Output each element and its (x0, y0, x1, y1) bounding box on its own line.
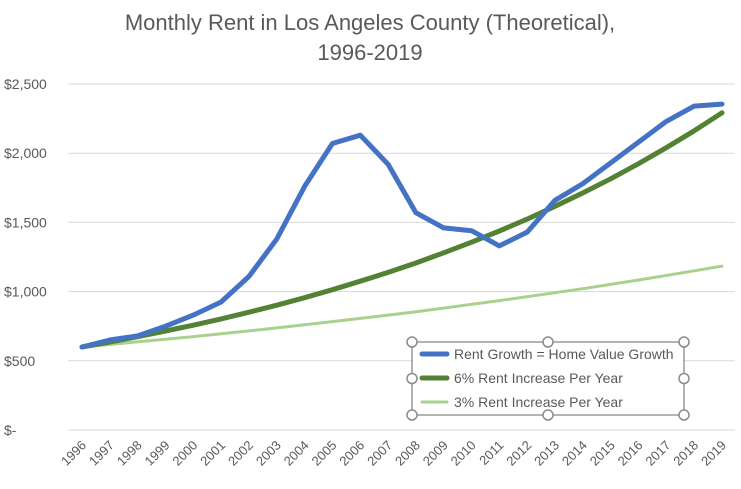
y-axis-tick-labels: $- $500 $1,000 $1,500 $2,000 $2,500 (4, 76, 47, 438)
legend[interactable]: Rent Growth = Home Value Growth 6% Rent I… (407, 337, 689, 420)
x-tick-label: 2011 (476, 438, 506, 468)
x-tick-label: 2015 (587, 438, 618, 469)
chart-title-line-1: Monthly Rent in Los Angeles County (Theo… (125, 10, 615, 35)
x-tick-label: 2001 (197, 438, 228, 469)
series-line-1 (82, 113, 722, 347)
legend-label: Rent Growth = Home Value Growth (454, 346, 674, 362)
resize-handle[interactable] (407, 374, 417, 384)
resize-handle[interactable] (679, 374, 689, 384)
y-tick-label: $500 (4, 353, 35, 369)
y-tick-label: $1,000 (4, 284, 47, 300)
resize-handle[interactable] (679, 337, 689, 347)
x-tick-label: 2013 (531, 438, 562, 469)
resize-handle[interactable] (543, 337, 553, 347)
x-axis-tick-labels: 1996199719981999200020012002200320042005… (58, 438, 729, 469)
x-tick-label: 2009 (420, 438, 451, 469)
x-tick-label: 2006 (336, 438, 367, 469)
y-tick-label: $2,500 (4, 76, 47, 92)
x-tick-label: 2012 (503, 438, 534, 469)
x-tick-label: 2014 (559, 438, 590, 469)
series-line-2 (82, 266, 722, 347)
series-lines (82, 104, 722, 347)
legend-label: 6% Rent Increase Per Year (454, 370, 623, 386)
y-tick-label: $- (4, 422, 17, 438)
x-tick-label: 2002 (225, 438, 256, 469)
x-tick-label: 1998 (114, 438, 145, 469)
x-tick-label: 1999 (142, 438, 173, 469)
x-tick-label: 2017 (642, 438, 673, 469)
resize-handle[interactable] (407, 410, 417, 420)
x-tick-label: 2016 (615, 438, 646, 469)
x-tick-label: 1997 (86, 438, 117, 469)
x-tick-label: 2003 (253, 438, 284, 469)
x-tick-label: 2008 (392, 438, 423, 469)
resize-handle[interactable] (679, 410, 689, 420)
x-tick-label: 2018 (670, 438, 701, 469)
chart-title: Monthly Rent in Los Angeles County (Theo… (125, 10, 615, 65)
x-tick-label: 2000 (169, 438, 200, 469)
x-tick-label: 1996 (58, 438, 89, 469)
x-tick-label: 2004 (281, 438, 312, 469)
x-tick-label: 2005 (308, 438, 339, 469)
y-tick-label: $2,000 (4, 145, 47, 161)
y-tick-label: $1,500 (4, 214, 47, 230)
chart-title-line-2: 1996-2019 (317, 40, 422, 65)
x-tick-label: 2019 (698, 438, 729, 469)
resize-handle[interactable] (407, 337, 417, 347)
resize-handle[interactable] (543, 410, 553, 420)
x-tick-label: 2010 (448, 438, 479, 469)
series-line-0 (82, 104, 722, 347)
x-tick-label: 2007 (364, 438, 395, 469)
legend-label: 3% Rent Increase Per Year (454, 394, 623, 410)
